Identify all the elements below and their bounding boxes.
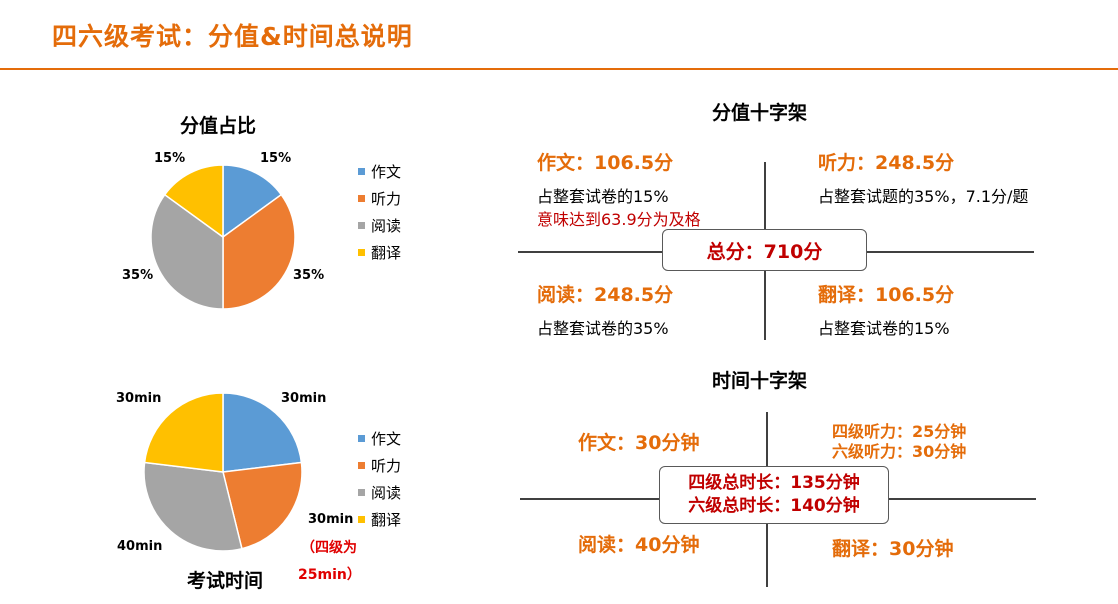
cet4-listening-note-line2: 25min） bbox=[298, 567, 361, 583]
time-reading: 阅读：40分钟 bbox=[578, 534, 700, 556]
time-total-box: 四级总时长：135分钟 六级总时长：140分钟 bbox=[659, 466, 889, 524]
legend-swatch bbox=[358, 516, 365, 523]
legend-label: 翻译 bbox=[371, 244, 402, 262]
score-reading-head: 阅读：248.5分 bbox=[537, 284, 674, 306]
title-divider bbox=[0, 68, 1118, 70]
page-title: 四六级考试：分值&时间总说明 bbox=[52, 22, 413, 51]
legend-item-writing: 作文 bbox=[358, 425, 401, 452]
legend-swatch bbox=[358, 249, 365, 256]
legend-label: 听力 bbox=[371, 190, 402, 208]
time-pie-legend: 作文 听力 阅读 翻译 bbox=[358, 425, 401, 533]
legend-item-listening: 听力 bbox=[358, 452, 401, 479]
score-reading-desc: 占整套试卷的35% bbox=[537, 319, 669, 338]
score-total: 总分：710分 bbox=[706, 240, 823, 263]
score-pie-label-listening: 35% bbox=[293, 268, 325, 283]
time-total-cet4: 四级总时长：135分钟 bbox=[688, 473, 860, 493]
legend-label: 翻译 bbox=[371, 511, 402, 529]
legend-swatch bbox=[358, 489, 365, 496]
score-pie-chart bbox=[150, 164, 296, 310]
pie-slice-2 bbox=[222, 461, 303, 550]
time-total-cet6: 六级总时长：140分钟 bbox=[688, 496, 860, 516]
legend-item-writing: 作文 bbox=[358, 158, 401, 185]
legend-swatch bbox=[358, 222, 365, 229]
score-writing-desc: 占整套试卷的15% bbox=[537, 187, 669, 206]
time-pie-chart bbox=[143, 392, 303, 552]
cet4-listening-note-line1: （四级为 bbox=[301, 540, 357, 556]
score-writing-head: 作文：106.5分 bbox=[537, 152, 674, 174]
pie-slice-4 bbox=[143, 392, 224, 473]
time-translation: 翻译：30分钟 bbox=[832, 538, 954, 560]
score-pie-label-translation: 15% bbox=[154, 151, 186, 166]
legend-item-reading: 阅读 bbox=[358, 479, 401, 506]
score-pie-label-reading: 35% bbox=[122, 268, 154, 283]
score-total-box: 总分：710分 bbox=[662, 229, 867, 271]
legend-item-translation: 翻译 bbox=[358, 239, 401, 266]
legend-item-listening: 听力 bbox=[358, 185, 401, 212]
pie-slice-3 bbox=[143, 461, 243, 552]
score-listening-head: 听力：248.5分 bbox=[818, 152, 955, 174]
time-pie-label-translation: 30min bbox=[116, 391, 162, 406]
legend-swatch bbox=[358, 462, 365, 469]
pie-slice-4 bbox=[163, 164, 224, 239]
score-pie-legend: 作文 听力 阅读 翻译 bbox=[358, 158, 401, 266]
legend-label: 作文 bbox=[371, 163, 402, 181]
time-listening-cet4: 四级听力：25分钟 bbox=[832, 422, 967, 441]
time-listening-cet6: 六级听力：30分钟 bbox=[832, 442, 967, 461]
legend-label: 阅读 bbox=[371, 484, 402, 502]
pie-slice-2 bbox=[222, 193, 296, 310]
time-writing: 作文：30分钟 bbox=[578, 432, 700, 454]
score-translation-desc: 占整套试卷的15% bbox=[818, 319, 950, 338]
pie-slice-1 bbox=[222, 392, 303, 473]
score-translation-head: 翻译：106.5分 bbox=[818, 284, 955, 306]
legend-swatch bbox=[358, 168, 365, 175]
time-pie-label-listening: 30min bbox=[308, 512, 354, 527]
score-cross-title: 分值十字架 bbox=[712, 102, 808, 124]
time-pie-title: 考试时间 bbox=[187, 570, 264, 592]
pie-slice-1 bbox=[222, 164, 283, 239]
score-writing-pass-note: 意味达到63.9分为及格 bbox=[537, 210, 701, 229]
legend-item-reading: 阅读 bbox=[358, 212, 401, 239]
time-pie-label-writing: 30min bbox=[281, 391, 327, 406]
legend-item-translation: 翻译 bbox=[358, 506, 401, 533]
pie-slice-3 bbox=[150, 193, 224, 310]
legend-label: 作文 bbox=[371, 430, 402, 448]
legend-swatch bbox=[358, 195, 365, 202]
legend-label: 阅读 bbox=[371, 217, 402, 235]
legend-label: 听力 bbox=[371, 457, 402, 475]
score-pie-title: 分值占比 bbox=[180, 115, 257, 137]
score-pie-label-writing: 15% bbox=[260, 151, 292, 166]
time-cross-title: 时间十字架 bbox=[712, 370, 808, 392]
legend-swatch bbox=[358, 435, 365, 442]
time-pie-label-reading: 40min bbox=[117, 539, 163, 554]
score-listening-desc: 占整套试题的35%，7.1分/题 bbox=[818, 187, 1029, 206]
